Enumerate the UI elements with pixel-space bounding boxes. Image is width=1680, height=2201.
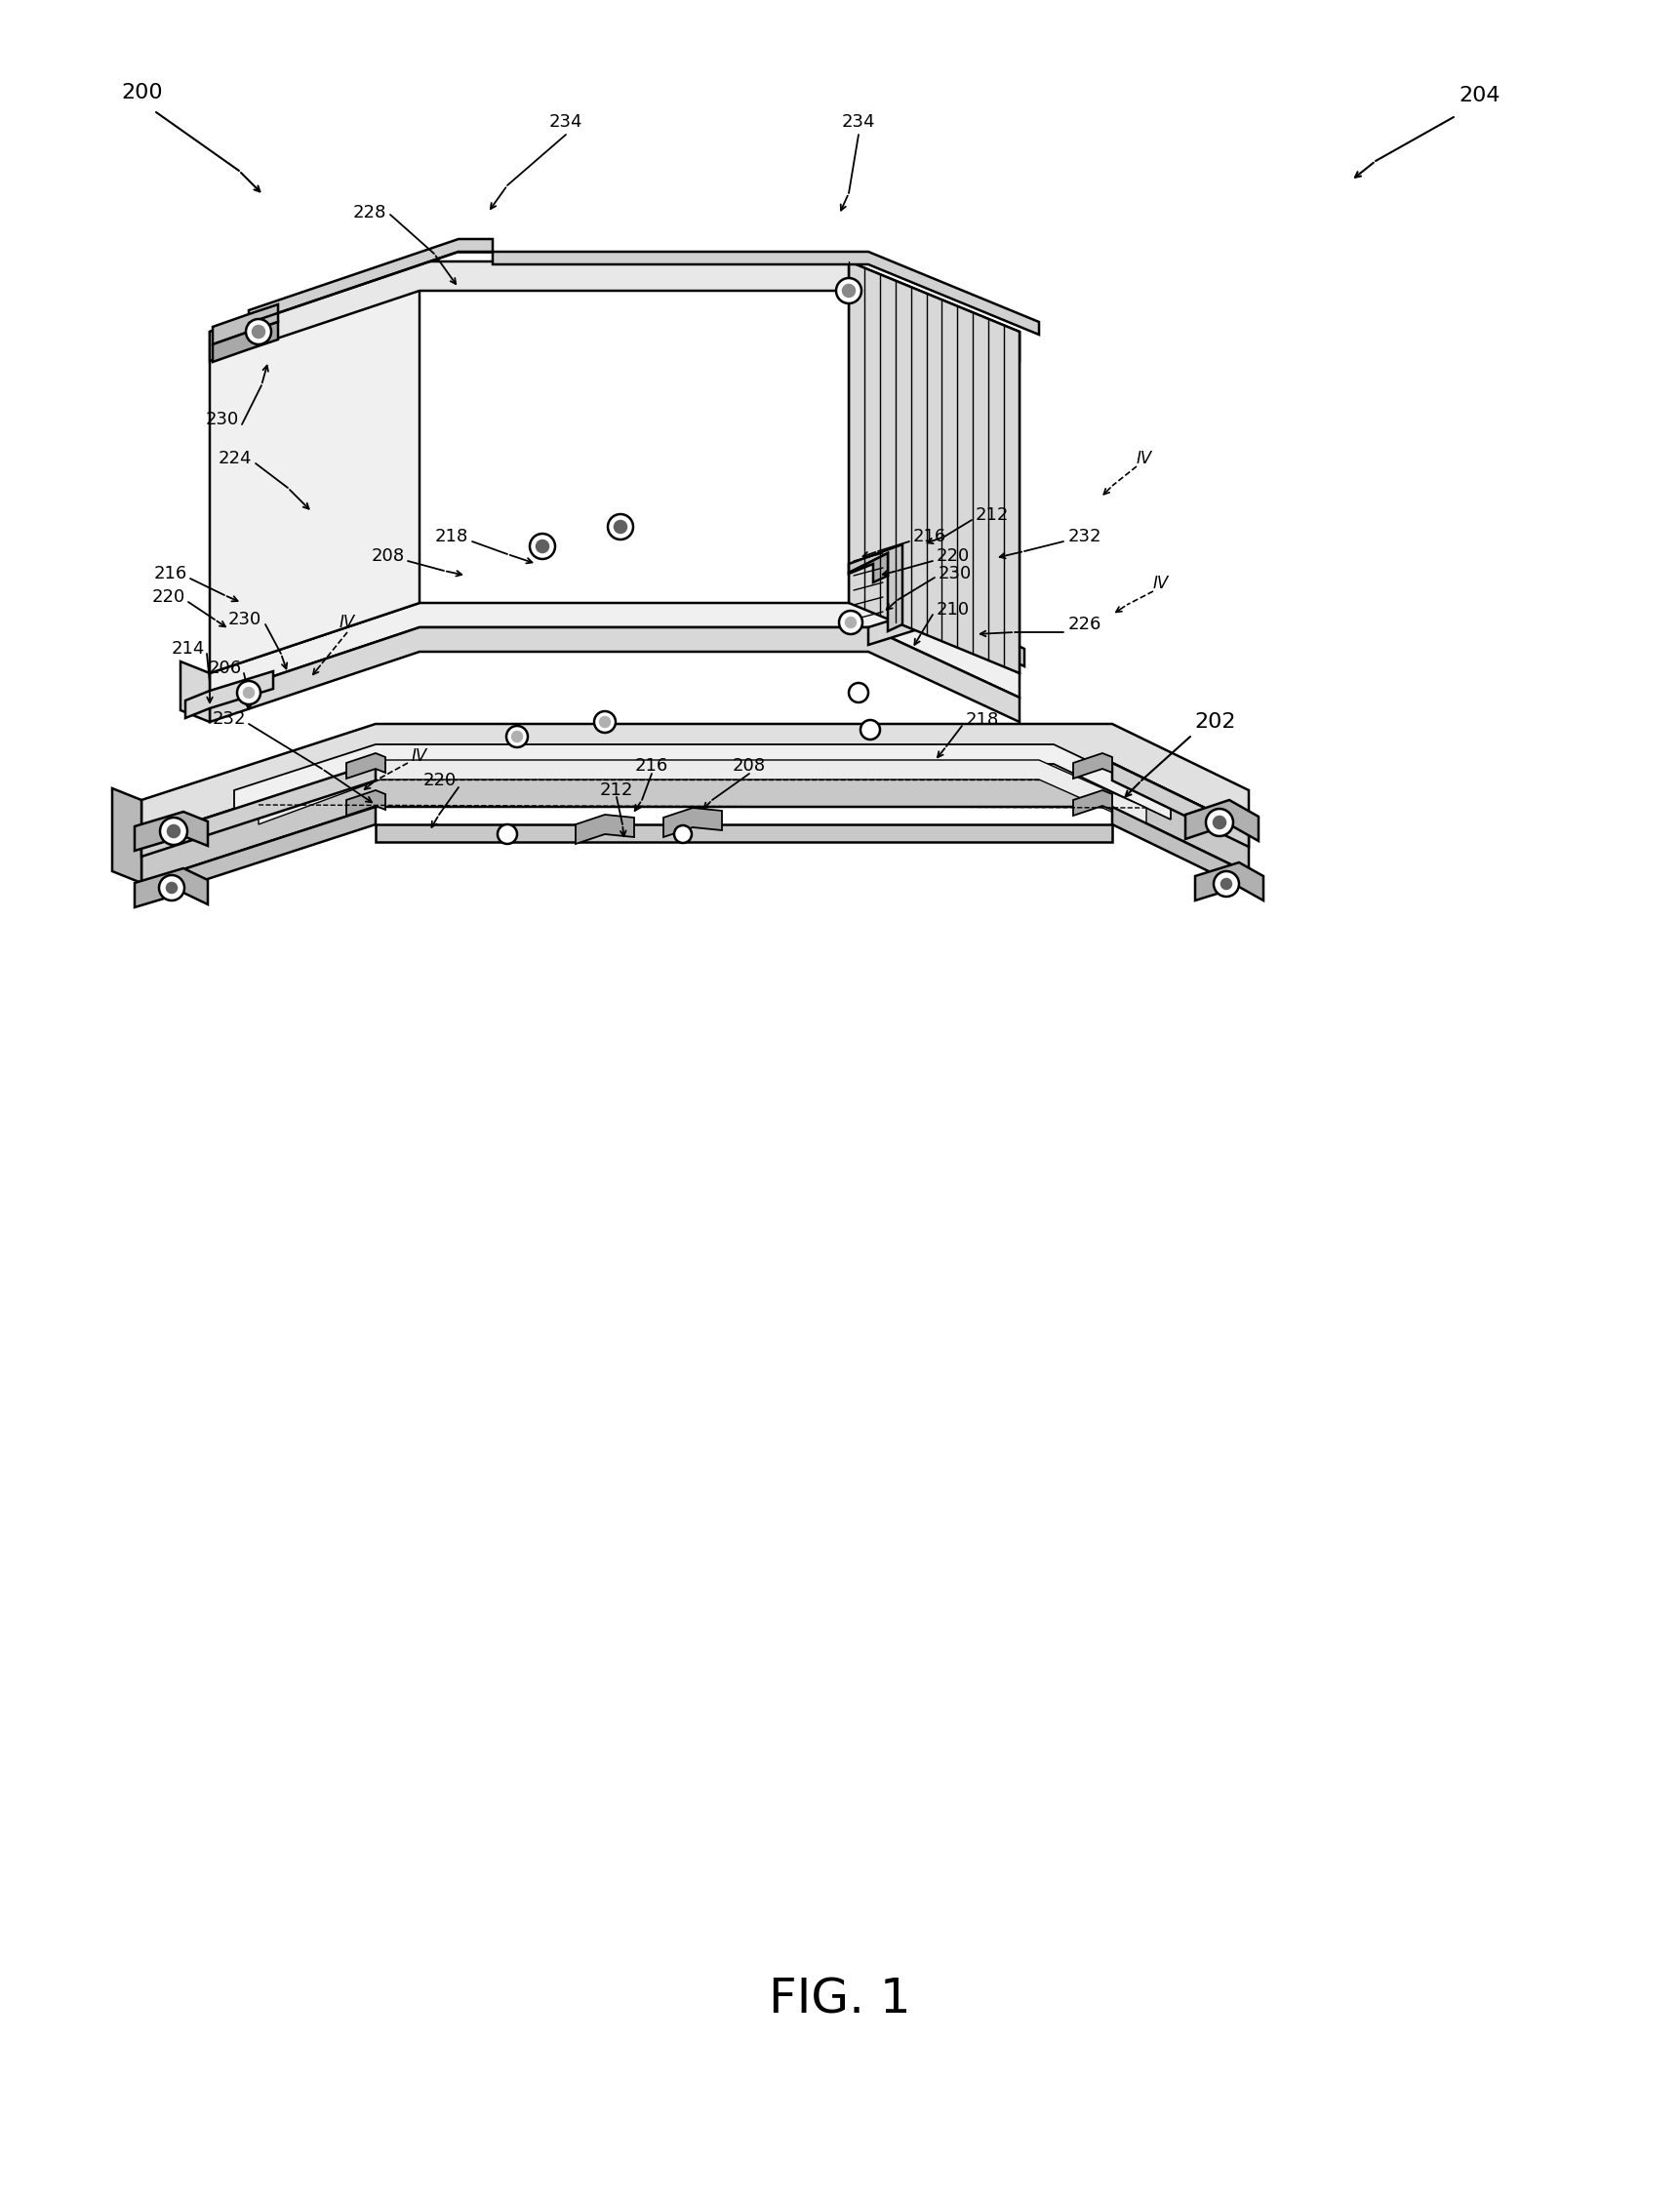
Circle shape [1221,878,1231,889]
Polygon shape [1186,799,1258,841]
Text: 218: 218 [435,528,469,546]
Text: 204: 204 [1458,86,1500,106]
Circle shape [160,817,186,845]
Text: 208: 208 [732,757,766,775]
Polygon shape [213,304,279,343]
Text: 230: 230 [939,566,973,583]
Polygon shape [1112,764,1248,847]
Polygon shape [848,552,887,583]
Polygon shape [346,753,385,779]
Circle shape [848,682,869,702]
Circle shape [245,319,270,343]
Circle shape [168,825,180,836]
Circle shape [252,326,264,337]
Polygon shape [1194,863,1263,900]
Text: 234: 234 [842,112,875,130]
Text: 206: 206 [208,660,242,678]
Polygon shape [185,671,274,718]
Circle shape [595,711,615,733]
Polygon shape [113,788,141,883]
Text: 234: 234 [549,112,583,130]
Text: IV: IV [1136,449,1152,467]
Polygon shape [141,764,376,856]
Text: 212: 212 [976,506,1010,524]
Polygon shape [492,251,1038,335]
Text: 220: 220 [936,548,969,566]
Polygon shape [346,790,385,817]
Polygon shape [1074,790,1112,817]
Circle shape [615,522,627,533]
Text: 230: 230 [205,412,239,429]
Polygon shape [848,544,902,632]
Circle shape [237,680,260,704]
Polygon shape [664,808,722,836]
Circle shape [506,726,528,748]
Text: 202: 202 [1194,713,1235,731]
Polygon shape [134,812,208,852]
Polygon shape [1112,808,1248,891]
Polygon shape [234,744,1171,819]
Circle shape [1206,808,1233,836]
Text: 230: 230 [228,610,262,627]
Circle shape [166,883,176,894]
Text: 200: 200 [121,84,163,103]
Polygon shape [869,605,1025,667]
Text: 226: 226 [1068,616,1102,634]
Text: IV: IV [339,614,354,632]
Polygon shape [180,663,210,722]
Circle shape [536,541,548,552]
Text: 232: 232 [212,711,245,729]
Text: 232: 232 [1068,528,1102,546]
Polygon shape [210,627,1020,722]
Circle shape [838,610,862,634]
Polygon shape [1074,753,1112,779]
Circle shape [497,825,517,843]
Circle shape [529,533,554,559]
Polygon shape [848,262,1020,674]
Text: FIG. 1: FIG. 1 [769,1976,911,2023]
Circle shape [1213,817,1225,828]
Text: 208: 208 [371,548,405,566]
Text: 216: 216 [914,528,946,546]
Circle shape [837,277,862,304]
Text: IV: IV [1152,574,1169,592]
Polygon shape [141,764,1248,883]
Text: 216: 216 [635,757,669,775]
Polygon shape [376,825,1112,843]
Polygon shape [141,808,376,900]
Polygon shape [210,262,1020,361]
Circle shape [860,720,880,740]
Polygon shape [259,759,1146,828]
Text: 224: 224 [218,449,252,467]
Text: 214: 214 [171,640,205,658]
Text: IV: IV [412,748,427,766]
Circle shape [608,515,633,539]
Circle shape [160,876,185,900]
Polygon shape [141,724,1248,839]
Polygon shape [134,869,208,907]
Text: 216: 216 [155,566,186,583]
Circle shape [600,718,610,726]
Polygon shape [210,603,1020,698]
Polygon shape [576,814,633,843]
Circle shape [845,618,855,627]
Circle shape [843,284,855,297]
Circle shape [512,731,522,742]
Circle shape [244,687,254,698]
Circle shape [674,825,692,843]
Text: 210: 210 [936,601,969,618]
Text: 220: 220 [423,773,457,790]
Text: 228: 228 [353,205,386,222]
Polygon shape [249,240,492,324]
Text: 218: 218 [966,711,1000,729]
Polygon shape [213,321,279,361]
Circle shape [1213,872,1240,896]
Polygon shape [210,262,420,674]
Text: 220: 220 [151,588,185,605]
Text: 212: 212 [600,781,633,799]
